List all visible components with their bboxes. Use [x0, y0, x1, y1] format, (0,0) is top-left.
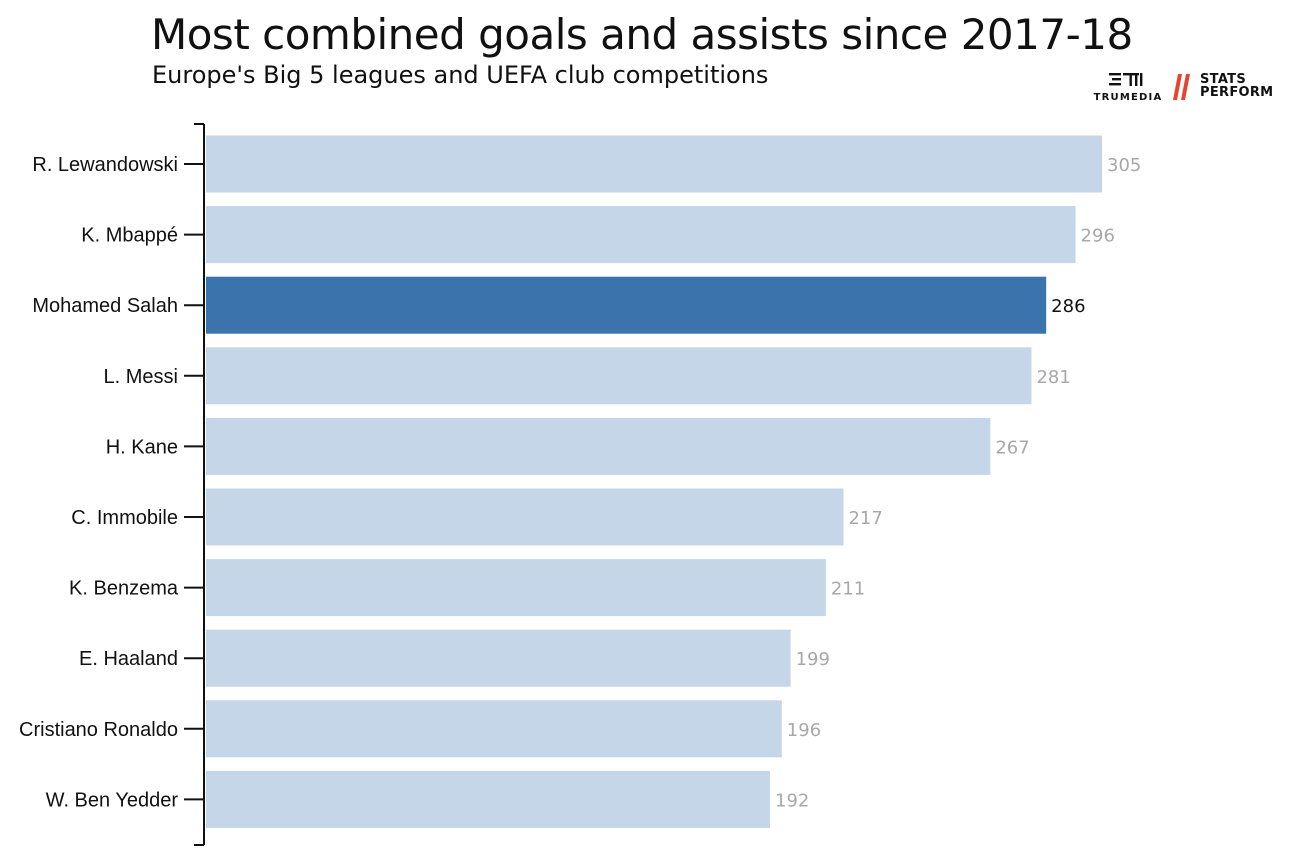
data-label: 199	[796, 649, 830, 670]
data-label: 281	[1036, 367, 1070, 388]
data-label: 286	[1051, 296, 1085, 317]
bar	[206, 206, 1076, 264]
y-tick-label: E. Haaland	[79, 648, 178, 670]
trumedia-logo-icon	[1109, 73, 1143, 86]
data-label: 192	[775, 790, 809, 811]
data-label: 267	[995, 437, 1029, 458]
y-tick-label: L. Messi	[104, 366, 178, 388]
stats-perform-wordmark-line2: PERFORM	[1200, 85, 1274, 100]
bar	[206, 770, 771, 828]
bar	[206, 347, 1032, 405]
trumedia-logo: TRUMEDIA	[1088, 70, 1168, 106]
y-tick-label: W. Ben Yedder	[46, 789, 179, 811]
data-label: 296	[1081, 226, 1115, 247]
bar	[206, 417, 991, 475]
stats-perform-wordmark: STATS PERFORM	[1200, 73, 1273, 99]
chart-title: Most combined goals and assists since 20…	[151, 10, 1133, 59]
data-label: 305	[1107, 155, 1141, 176]
trumedia-wordmark: TRUMEDIA	[1093, 92, 1163, 103]
stats-perform-wordmark-line1: STATS	[1200, 72, 1247, 87]
bar	[206, 488, 844, 546]
data-label: 211	[831, 579, 865, 600]
data-label: 196	[787, 720, 821, 741]
y-tick-label: K. Benzema	[69, 578, 179, 600]
stats-perform-logo-icon	[1173, 74, 1190, 100]
y-tick-label: R. Lewandowski	[32, 154, 178, 176]
data-label: 217	[848, 508, 882, 529]
bar	[206, 700, 782, 758]
bar	[206, 629, 791, 687]
y-tick-label: Cristiano Ronaldo	[19, 719, 178, 741]
y-tick-label: K. Mbappé	[81, 225, 178, 247]
y-tick-label: H. Kane	[106, 436, 178, 458]
bar	[206, 559, 826, 617]
chart-subtitle: Europe's Big 5 leagues and UEFA club com…	[152, 61, 769, 89]
y-tick-label: Mohamed Salah	[32, 295, 178, 317]
bar	[206, 135, 1102, 193]
bar	[206, 276, 1047, 334]
stats-perform-logo: STATS PERFORM	[1172, 72, 1273, 104]
y-tick-label: C. Immobile	[71, 507, 178, 529]
